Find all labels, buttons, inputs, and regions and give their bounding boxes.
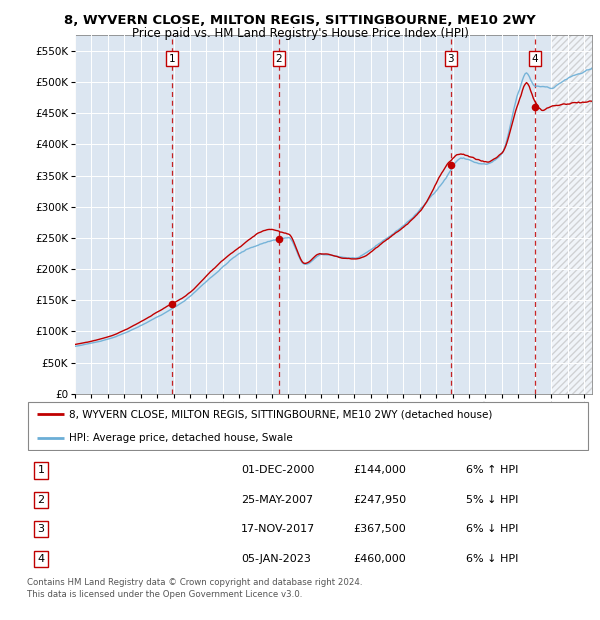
Text: 2: 2 [38, 495, 44, 505]
FancyBboxPatch shape [28, 402, 588, 450]
Text: 6% ↓ HPI: 6% ↓ HPI [466, 554, 518, 564]
Text: 4: 4 [532, 54, 538, 64]
Text: £367,500: £367,500 [353, 525, 406, 534]
Text: 3: 3 [38, 525, 44, 534]
Text: 2: 2 [275, 54, 282, 64]
Bar [551, 35, 592, 394]
Text: 1: 1 [38, 466, 44, 476]
Text: 8, WYVERN CLOSE, MILTON REGIS, SITTINGBOURNE, ME10 2WY: 8, WYVERN CLOSE, MILTON REGIS, SITTINGBO… [64, 14, 536, 27]
Text: 1: 1 [169, 54, 175, 64]
Text: 5% ↓ HPI: 5% ↓ HPI [466, 495, 518, 505]
Text: 4: 4 [38, 554, 44, 564]
Text: 6% ↓ HPI: 6% ↓ HPI [466, 525, 518, 534]
Text: £460,000: £460,000 [353, 554, 406, 564]
Text: HPI: Average price, detached house, Swale: HPI: Average price, detached house, Swal… [69, 433, 293, 443]
Text: 25-MAY-2007: 25-MAY-2007 [241, 495, 313, 505]
Text: £247,950: £247,950 [353, 495, 407, 505]
Text: 3: 3 [447, 54, 454, 64]
Text: 05-JAN-2023: 05-JAN-2023 [241, 554, 311, 564]
Text: £144,000: £144,000 [353, 466, 406, 476]
Text: 6% ↑ HPI: 6% ↑ HPI [466, 466, 518, 476]
Text: 01-DEC-2000: 01-DEC-2000 [241, 466, 314, 476]
Text: 8, WYVERN CLOSE, MILTON REGIS, SITTINGBOURNE, ME10 2WY (detached house): 8, WYVERN CLOSE, MILTON REGIS, SITTINGBO… [69, 409, 493, 419]
Text: 17-NOV-2017: 17-NOV-2017 [241, 525, 315, 534]
Text: Contains HM Land Registry data © Crown copyright and database right 2024.
This d: Contains HM Land Registry data © Crown c… [27, 578, 362, 600]
Text: Price paid vs. HM Land Registry's House Price Index (HPI): Price paid vs. HM Land Registry's House … [131, 27, 469, 40]
